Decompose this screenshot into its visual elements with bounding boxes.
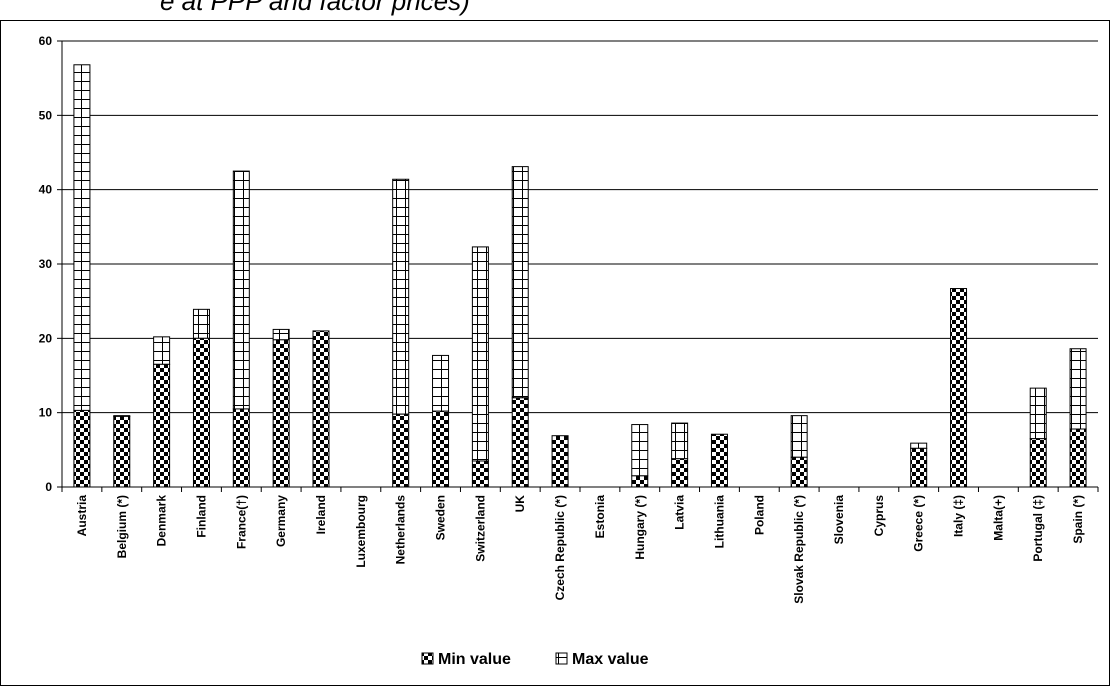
x-category-label: Luxembourg	[354, 495, 368, 568]
bar-min-value	[710, 433, 728, 488]
x-axis: Austria Belgium (*) Denmark Finland France(†…	[61, 486, 1099, 604]
x-category-label: Lithuania	[712, 495, 726, 549]
bar-max-value	[1069, 348, 1087, 430]
legend-swatch	[421, 652, 434, 665]
bar-min-value	[671, 458, 689, 488]
bar-max-value	[471, 246, 489, 462]
bar-min-value	[272, 339, 290, 488]
x-category-label: Greece (*)	[912, 495, 926, 552]
bar-max-value	[631, 424, 649, 477]
x-category-label: Netherlands	[394, 495, 408, 565]
x-category-label: Belgium (*)	[115, 495, 129, 558]
y-tick-label: 60	[39, 34, 53, 48]
x-category-label: Finland	[194, 495, 208, 538]
bar-max-value	[671, 422, 689, 460]
x-category-label: Poland	[752, 495, 766, 535]
bar-min-value	[471, 460, 489, 488]
y-tick-label: 50	[39, 108, 53, 122]
x-category-label: Ireland	[314, 495, 328, 534]
legend: Min value Max value	[421, 651, 649, 668]
bars	[73, 64, 1087, 488]
bar-max-value	[910, 442, 928, 449]
x-category-label: Germany	[274, 495, 288, 547]
bar-min-value	[1069, 428, 1087, 488]
bar-max-value	[392, 178, 410, 415]
x-category-label: Portugal (‡)	[1031, 495, 1045, 562]
x-category-label: Cyprus	[872, 495, 886, 537]
x-category-label: Sweden	[434, 495, 448, 540]
x-category-label: Spain (*)	[1071, 495, 1085, 544]
y-tick-label: 0	[45, 480, 52, 494]
bar-min-value	[312, 330, 330, 488]
x-category-label: France(†)	[234, 495, 248, 549]
x-category-label: Slovak Republic (*)	[792, 495, 806, 604]
bar-max-value	[1029, 387, 1047, 440]
y-tick-label: 10	[39, 406, 53, 420]
bar-max-value	[73, 64, 91, 411]
legend-label: Min value	[438, 651, 511, 668]
bar-min-value	[790, 456, 808, 488]
x-category-label: Italy (‡)	[952, 495, 966, 537]
bar-max-value	[192, 308, 210, 339]
bar-max-value	[232, 170, 250, 410]
bar-min-value	[432, 410, 450, 488]
x-category-label: Slovenia	[832, 495, 846, 545]
x-category-label: Estonia	[593, 495, 607, 539]
bar-min-value	[910, 447, 928, 488]
x-category-label: Austria	[75, 495, 89, 537]
y-axis: 0 10 20 30 40 50 60	[39, 34, 63, 494]
bar-min-value	[73, 409, 91, 488]
y-tick-label: 40	[39, 183, 53, 197]
bar-min-value	[113, 415, 131, 488]
bar-min-value	[950, 288, 968, 488]
gridlines	[62, 40, 1098, 414]
bar-max-value	[511, 166, 529, 399]
chart-title-fragment: e at PPP and factor prices)	[160, 0, 470, 16]
bar-min-value	[392, 413, 410, 488]
bar-max-value	[272, 328, 290, 341]
bar-min-value	[232, 408, 250, 488]
x-category-label: Malta(+)	[991, 495, 1005, 541]
x-category-label: Switzerland	[473, 495, 487, 562]
x-category-label: Denmark	[155, 495, 169, 547]
legend-label: Max value	[572, 651, 649, 668]
bar-min-value	[1029, 438, 1047, 488]
y-tick-label: 20	[39, 331, 53, 345]
x-category-label: Hungary (*)	[633, 495, 647, 560]
y-tick-label: 30	[39, 257, 53, 271]
bar-max-value	[432, 354, 450, 412]
bar-min-value	[153, 363, 171, 488]
x-category-label: UK	[513, 495, 527, 513]
bar-min-value	[192, 337, 210, 488]
bar-min-value	[511, 397, 529, 488]
bar-min-value	[551, 435, 569, 488]
x-category-label: Latvia	[673, 495, 687, 530]
bar-max-value	[153, 336, 171, 365]
x-category-label: Czech Republic (*)	[553, 495, 567, 600]
legend-swatch	[555, 652, 568, 665]
bar-max-value	[790, 415, 808, 458]
bar-min-value	[631, 475, 649, 488]
